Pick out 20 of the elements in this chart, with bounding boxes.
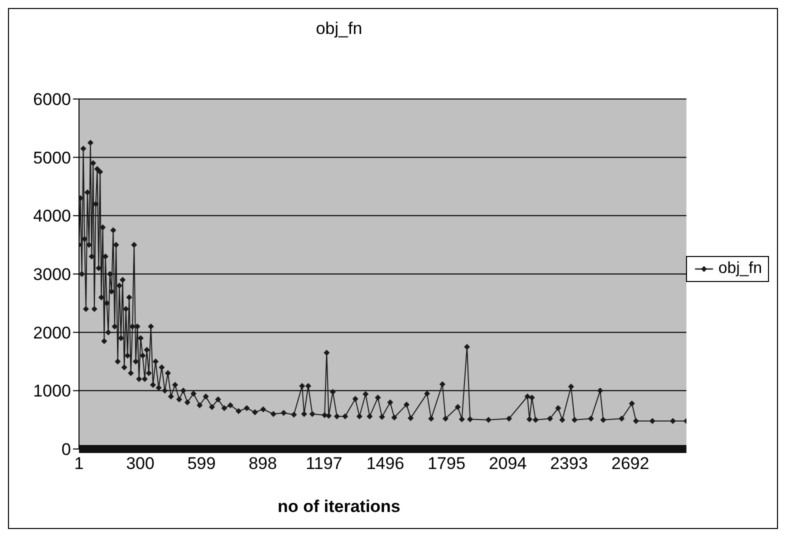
x-tick-label: 898: [248, 454, 277, 474]
y-tick-label: 4000: [33, 206, 71, 226]
chart-title: obj_fn: [314, 19, 364, 39]
x-tick-label: 2393: [550, 454, 588, 474]
legend-label: obj_fn: [718, 260, 762, 278]
x-tick-label: 2692: [611, 454, 650, 474]
y-tick-label: 5000: [33, 148, 71, 168]
y-tick-label: 0: [62, 440, 71, 460]
x-tick-label: 300: [126, 454, 154, 474]
x-tick-label: 1795: [428, 454, 466, 474]
y-tick-label: 6000: [33, 90, 71, 110]
y-tick-label: 2000: [33, 323, 71, 342]
y-tick-label: 1000: [33, 382, 71, 401]
x-tick-label: 1: [74, 454, 84, 474]
x-tick-label: 1496: [366, 454, 404, 474]
x-tick-label: 1197: [306, 454, 342, 474]
y-tick-label: 3000: [33, 265, 71, 284]
x-tick-label: 2094: [488, 454, 527, 474]
x-axis-title: no of iterations: [276, 497, 402, 517]
x-tick-label: 599: [187, 454, 216, 474]
